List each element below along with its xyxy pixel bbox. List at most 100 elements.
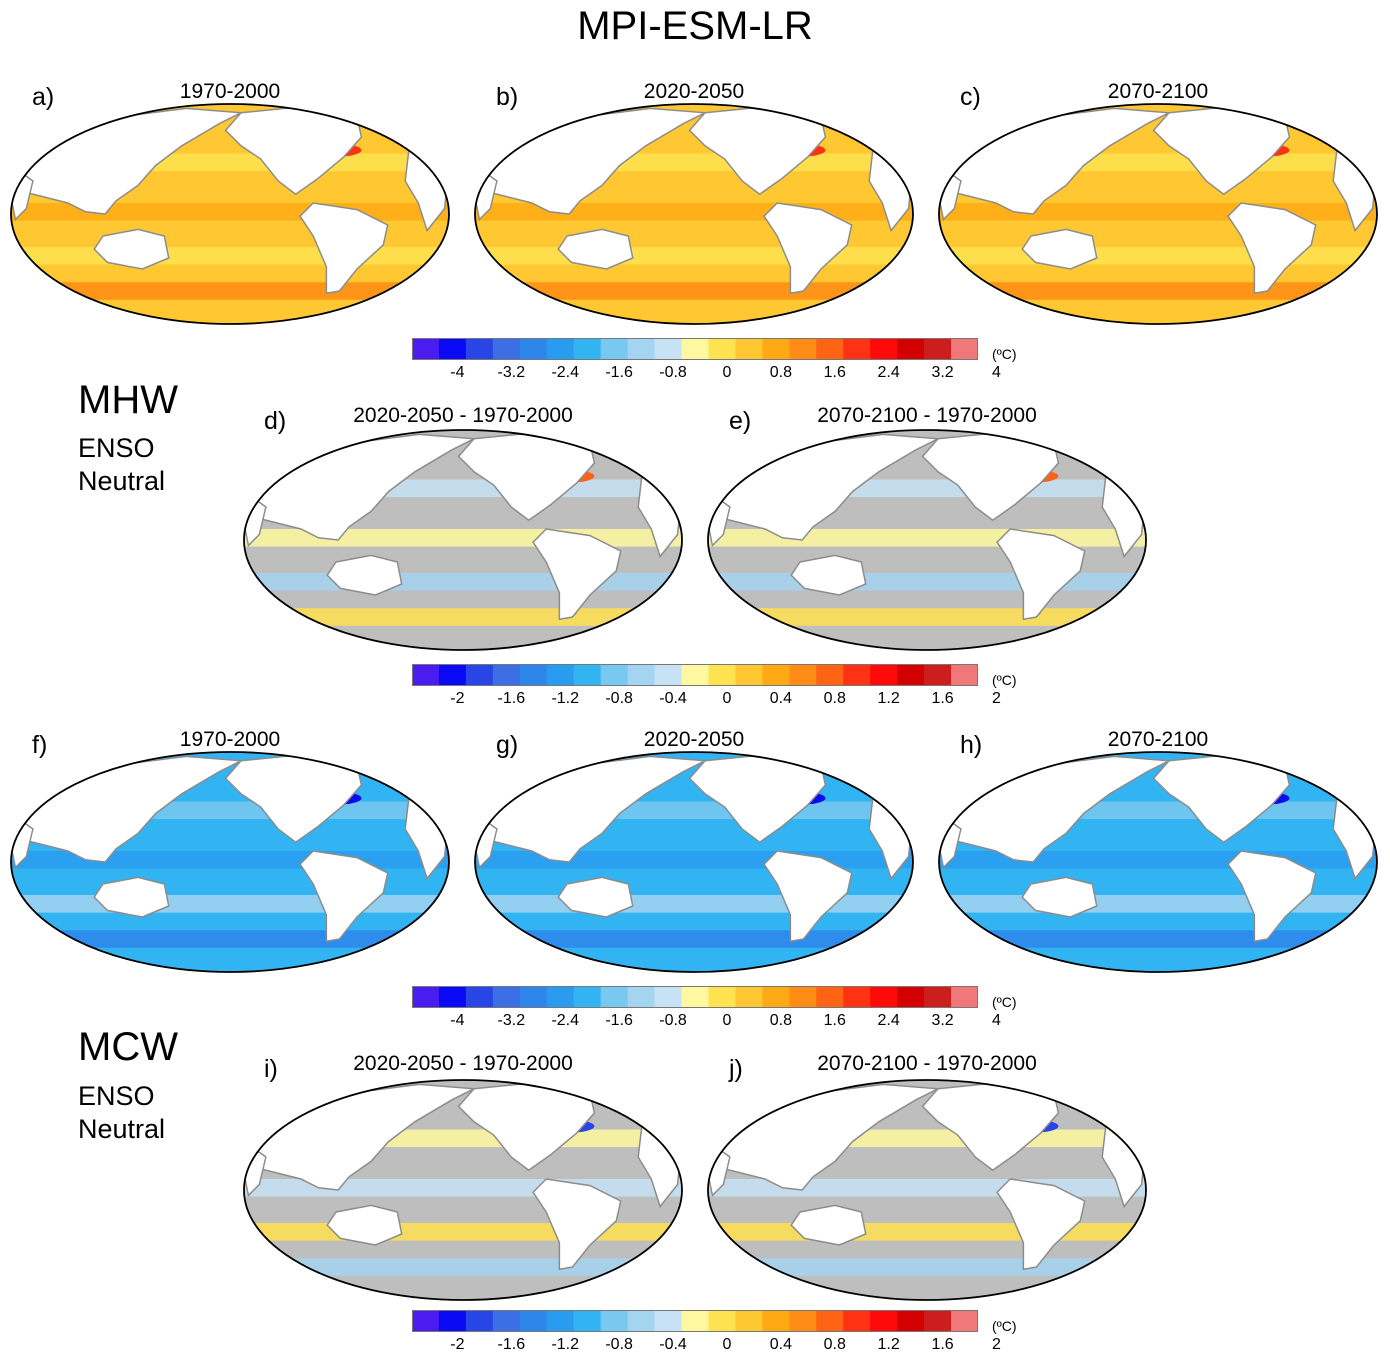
colorbar-tick-label: -2.4 [551, 364, 580, 381]
colorbar-swatch [546, 986, 575, 1008]
map-panel [243, 1079, 683, 1301]
colorbar-swatch [870, 664, 898, 686]
colorbar-swatch [627, 338, 656, 360]
colorbar-tick-label: 3.2 [931, 1012, 954, 1029]
colorbar-swatch [573, 986, 602, 1008]
land-samerica [763, 850, 853, 943]
map-panel [10, 751, 450, 973]
colorbar-swatch [843, 986, 871, 1008]
contour-band [475, 282, 913, 300]
colorbar-swatch [897, 664, 925, 686]
colorbar-tick-label: 0 [722, 364, 732, 381]
colorbar-tick-label: 0.8 [769, 364, 792, 381]
colorbar-swatch [465, 1310, 494, 1332]
colorbar-swatch [600, 986, 629, 1008]
contour-band [11, 282, 449, 300]
contour-band [939, 282, 1377, 300]
colorbar-swatch [573, 1310, 602, 1332]
colorbar-swatch [870, 986, 898, 1008]
colorbar-tick-label: -4 [450, 364, 465, 381]
colorbar-tick-label: -3.2 [497, 1012, 526, 1029]
land-greenland [593, 433, 622, 456]
map-panel [474, 751, 914, 973]
colorbar-swatch [897, 986, 925, 1008]
colorbar-tick-label: 0.4 [769, 690, 792, 707]
colorbar-swatch [708, 1310, 736, 1332]
land-samerica [996, 528, 1086, 621]
contour-band [939, 895, 1377, 913]
contour-band [475, 247, 913, 265]
colorbar-tick-label: 1.2 [877, 690, 900, 707]
colorbar-swatch [681, 664, 709, 686]
colorbar-swatch [681, 986, 709, 1008]
colorbar-swatch [924, 1310, 952, 1332]
colorbar-swatch [600, 664, 629, 686]
land-australia [93, 228, 170, 270]
colorbar-swatch [412, 664, 440, 686]
colorbar-swatch [546, 1310, 575, 1332]
land-greenland [360, 755, 389, 778]
land-greenland [1057, 1083, 1086, 1106]
colorbar-swatch [924, 664, 952, 686]
panel-title: 2020-2050 [643, 728, 745, 751]
colorbar-swatch [438, 986, 467, 1008]
colorbar-swatch [492, 338, 521, 360]
contour-band [475, 930, 913, 948]
land-australia [1021, 876, 1098, 918]
panel-letter: e) [729, 407, 752, 435]
colorbar-tick-label: -4 [450, 1012, 465, 1029]
colorbar-tick-label: 3.2 [931, 364, 954, 381]
colorbar-swatch [762, 664, 790, 686]
colorbar-swatch [412, 1310, 440, 1332]
land-samerica [299, 202, 389, 295]
panel-letter: f) [32, 731, 48, 759]
land-australia [326, 554, 403, 596]
colorbar-swatch [789, 1310, 817, 1332]
contour-band [708, 1223, 1146, 1241]
contour-band [11, 930, 449, 948]
colorbar-tick-label: 1.6 [823, 1012, 846, 1029]
land-samerica [1227, 202, 1317, 295]
colorbar-tick-label: 4 [992, 364, 1001, 381]
section-sublabel-mcw-1: ENSO [78, 1081, 155, 1111]
colorbar-swatch [762, 986, 790, 1008]
colorbar-swatch [735, 1310, 763, 1332]
colorbar-tick-label: 0 [722, 1336, 732, 1353]
map-panel [707, 429, 1147, 651]
colorbar-swatch [924, 338, 952, 360]
contour-band [11, 247, 449, 265]
colorbar-swatch [789, 986, 817, 1008]
section-sublabel-mcw-2: Neutral [78, 1114, 166, 1144]
colorbar-tick-label: -0.8 [659, 1012, 687, 1029]
map-panel [474, 103, 914, 325]
colorbar-swatch [870, 338, 898, 360]
colorbar: -2 -1.6 -1.2 -0.8 -0.4 0 0.4 0.8 1.2 1.6 2 (ºC) [412, 664, 1032, 708]
land-australia [790, 554, 867, 596]
map-frame [243, 429, 683, 651]
colorbar-tick-label: 4 [992, 1012, 1001, 1029]
colorbar-swatch [438, 338, 467, 360]
colorbar-swatch [654, 338, 683, 360]
colorbar-swatch [627, 1310, 656, 1332]
colorbar-swatch [573, 338, 602, 360]
colorbar-swatch [412, 338, 440, 360]
colorbar-swatch [708, 986, 736, 1008]
map-frame [474, 751, 914, 973]
map-frame [938, 103, 1378, 325]
contour-band [708, 1258, 1146, 1276]
colorbar-tick-label: 0.8 [823, 1336, 846, 1353]
land-greenland [360, 107, 389, 130]
panel-letter: h) [960, 731, 983, 759]
colorbar-swatch [870, 1310, 898, 1332]
colorbar-swatch [816, 338, 844, 360]
panel-letter: i) [264, 1055, 278, 1083]
colorbar-swatch [546, 338, 575, 360]
colorbar-unit: (ºC) [992, 672, 1017, 688]
colorbar-tick-label: -0.4 [659, 690, 687, 707]
contour-band [708, 573, 1146, 591]
colorbar-tick-label: -1.6 [605, 364, 633, 381]
colorbar-swatch [519, 338, 548, 360]
contour-band [244, 573, 682, 591]
section-label-mhw: MHW [78, 378, 178, 422]
map-panel [707, 1079, 1147, 1301]
